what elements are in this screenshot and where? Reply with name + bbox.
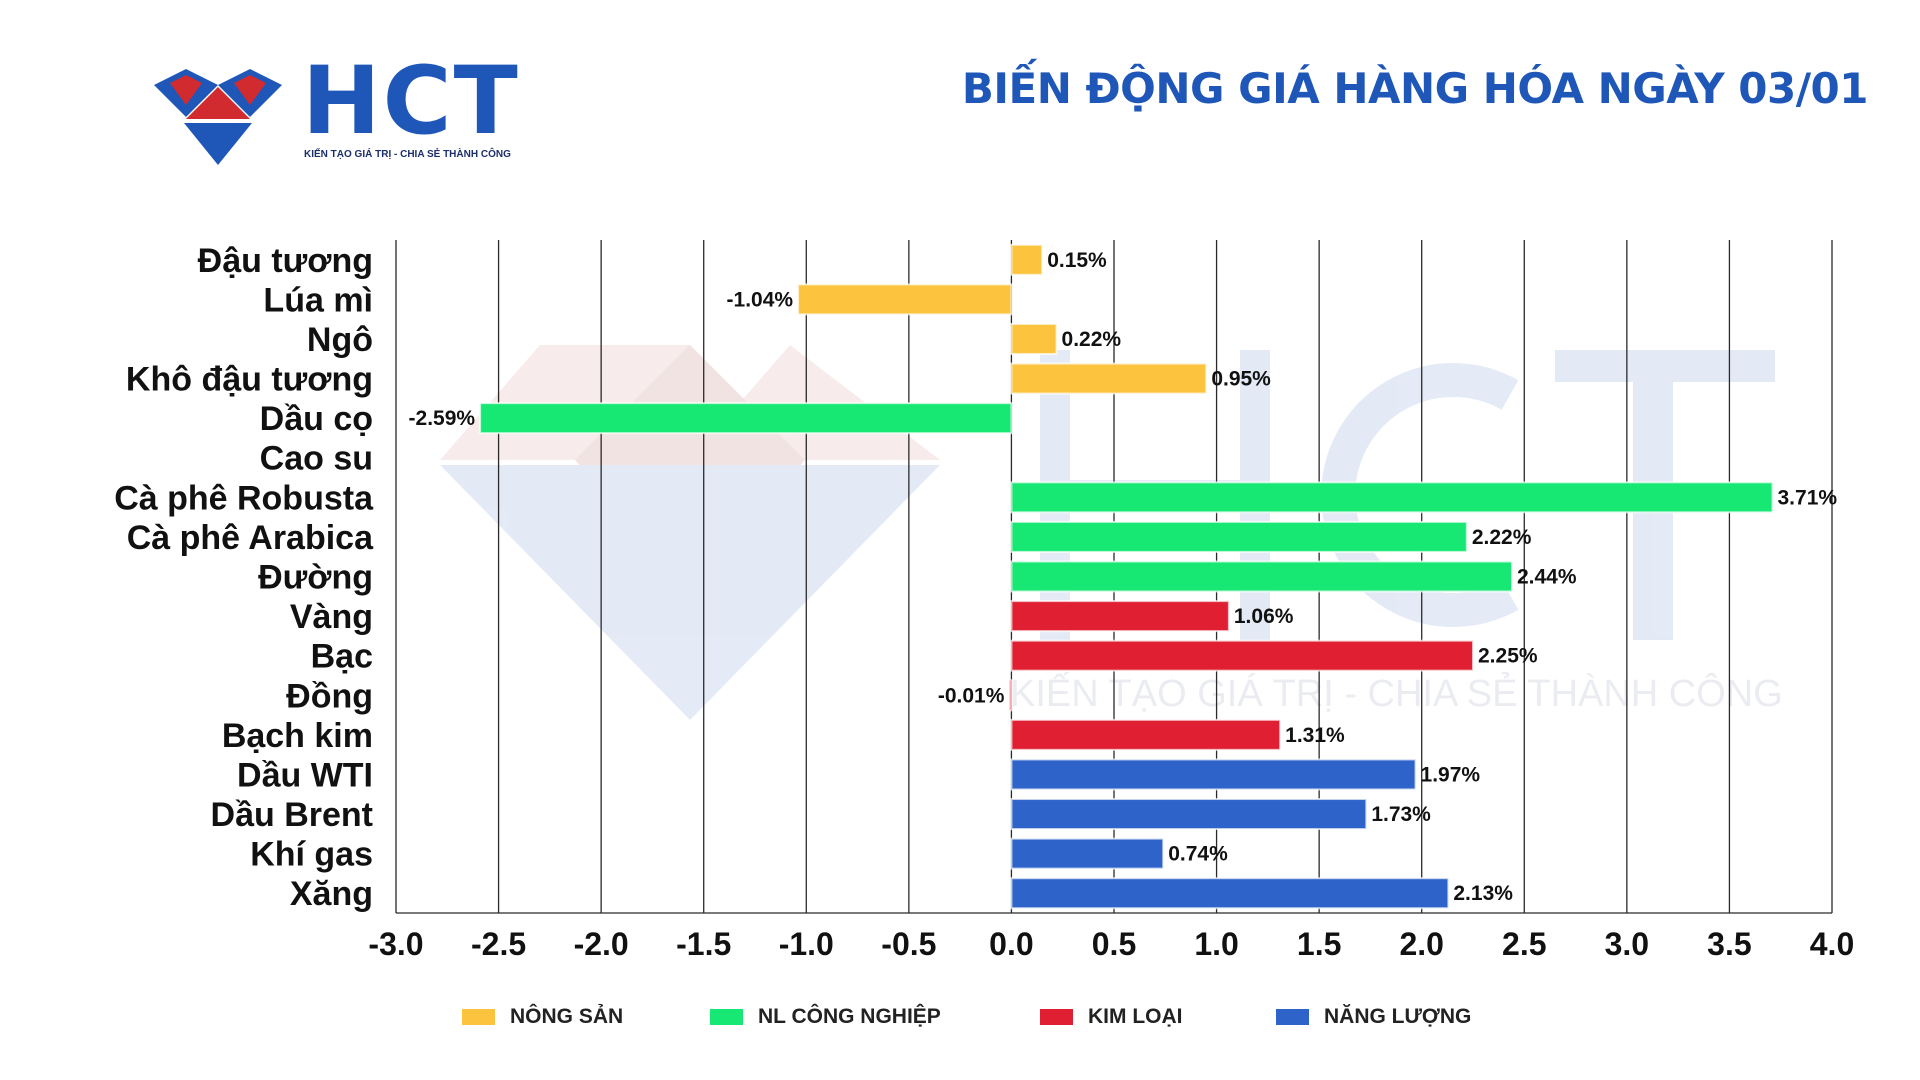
bar-14 bbox=[1010, 758, 1417, 791]
legend-swatch-nong-san bbox=[462, 1009, 495, 1025]
x-tick-label: -1.0 bbox=[779, 926, 834, 962]
data-label: 2.22% bbox=[1472, 526, 1532, 549]
bar-7 bbox=[1010, 481, 1774, 514]
x-tick-label: 2.5 bbox=[1502, 926, 1546, 962]
category-label: Vàng bbox=[290, 598, 373, 636]
bar-11 bbox=[1010, 639, 1475, 672]
legend-item-nl-cong-nghiep: NL CÔNG NGHIỆP bbox=[710, 1005, 941, 1029]
x-tick-label: 3.5 bbox=[1707, 926, 1751, 962]
category-label: Cà phê Arabica bbox=[127, 519, 374, 557]
category-label: Bạc bbox=[311, 638, 373, 676]
x-tick-label: -1.5 bbox=[676, 926, 731, 962]
legend-item-kim-loai: KIM LOẠI bbox=[1040, 1005, 1183, 1029]
page-title: BIẾN ĐỘNG GIÁ HÀNG HÓA NGÀY 03/01 bbox=[961, 64, 1869, 113]
category-label: Dầu Brent bbox=[211, 796, 373, 834]
x-tick-label: -2.5 bbox=[471, 926, 526, 962]
bar-9 bbox=[1010, 560, 1513, 593]
category-label: Cao su bbox=[260, 440, 373, 478]
category-label: Khí gas bbox=[250, 836, 373, 874]
legend-item-nong-san: NÔNG SẢN bbox=[462, 1005, 623, 1029]
data-label: -0.01% bbox=[938, 684, 1005, 707]
bar-5 bbox=[479, 402, 1013, 435]
category-label: Đường bbox=[258, 559, 373, 597]
bar-2 bbox=[797, 283, 1013, 316]
x-tick-label: 0.5 bbox=[1092, 926, 1136, 962]
x-tick-label: 4.0 bbox=[1810, 926, 1854, 962]
category-label: Dầu WTI bbox=[237, 756, 373, 794]
data-label: 0.95% bbox=[1211, 368, 1271, 391]
category-label: Khô đậu tương bbox=[126, 361, 373, 399]
bar-17 bbox=[1010, 877, 1450, 910]
x-tick-label: -0.5 bbox=[881, 926, 936, 962]
bar-10 bbox=[1010, 600, 1230, 633]
x-tick-label: 2.0 bbox=[1399, 926, 1443, 962]
data-label: -2.59% bbox=[409, 407, 476, 430]
legend-swatch-nang-luong bbox=[1276, 1009, 1309, 1025]
bar-4 bbox=[1010, 362, 1208, 395]
legend-swatch-nl-cong-nghiep bbox=[710, 1009, 743, 1025]
legend-item-nang-luong: NĂNG LƯỢNG bbox=[1276, 1005, 1471, 1029]
category-label: Ngô bbox=[307, 321, 373, 359]
bar-8 bbox=[1010, 520, 1468, 553]
logo-brand: HCT bbox=[302, 47, 520, 156]
data-label: 3.71% bbox=[1778, 486, 1838, 509]
data-label: 2.13% bbox=[1453, 882, 1513, 905]
legend-label: NĂNG LƯỢNG bbox=[1324, 1005, 1472, 1028]
x-tick-label: 3.0 bbox=[1605, 926, 1649, 962]
data-label: 0.22% bbox=[1062, 328, 1122, 351]
category-label: Xăng bbox=[290, 875, 373, 913]
data-label: 0.15% bbox=[1047, 249, 1107, 272]
bar-3 bbox=[1010, 322, 1058, 355]
bar-16 bbox=[1010, 837, 1165, 870]
data-label: 0.74% bbox=[1168, 843, 1228, 866]
data-label: 1.97% bbox=[1421, 763, 1481, 786]
bar-15 bbox=[1010, 798, 1368, 831]
data-label: 1.06% bbox=[1234, 605, 1294, 628]
x-tick-label: -3.0 bbox=[368, 926, 423, 962]
category-label: Đậu tương bbox=[198, 242, 373, 280]
category-label: Cà phê Robusta bbox=[114, 479, 374, 517]
x-tick-label: 1.0 bbox=[1194, 926, 1238, 962]
category-label: Dầu cọ bbox=[260, 400, 373, 438]
bar-12 bbox=[1008, 679, 1013, 712]
data-label: 1.73% bbox=[1371, 803, 1431, 826]
watermark-text: KIẾN TẠO GIÁ TRỊ - CHIA SẺ THÀNH CÔNG bbox=[1010, 671, 1783, 715]
bar-13 bbox=[1010, 718, 1282, 751]
legend-label: NL CÔNG NGHIỆP bbox=[758, 1005, 941, 1028]
legend-swatch-kim-loai bbox=[1040, 1009, 1073, 1025]
legend-label: KIM LOẠI bbox=[1088, 1005, 1183, 1028]
data-label: -1.04% bbox=[727, 288, 794, 311]
category-label: Bạch kim bbox=[222, 717, 373, 755]
x-tick-label: 0.0 bbox=[989, 926, 1033, 962]
logo-tagline: KIẾN TẠO GIÁ TRỊ - CHIA SẺ THÀNH CÔNG bbox=[304, 149, 511, 160]
logo: HCT KIẾN TẠO GIÁ TRỊ - CHIA SẺ THÀNH CÔN… bbox=[150, 47, 530, 175]
bar-1 bbox=[1010, 243, 1044, 276]
category-label: Lúa mì bbox=[263, 281, 373, 319]
x-tick-label: 1.5 bbox=[1297, 926, 1341, 962]
category-label: Đồng bbox=[286, 677, 373, 715]
data-label: 1.31% bbox=[1285, 724, 1345, 747]
data-label: 2.25% bbox=[1478, 645, 1538, 668]
x-tick-label: -2.0 bbox=[574, 926, 629, 962]
data-label: 2.44% bbox=[1517, 566, 1577, 589]
legend-label: NÔNG SẢN bbox=[510, 1005, 624, 1028]
logo-diamond-icon bbox=[154, 69, 282, 165]
